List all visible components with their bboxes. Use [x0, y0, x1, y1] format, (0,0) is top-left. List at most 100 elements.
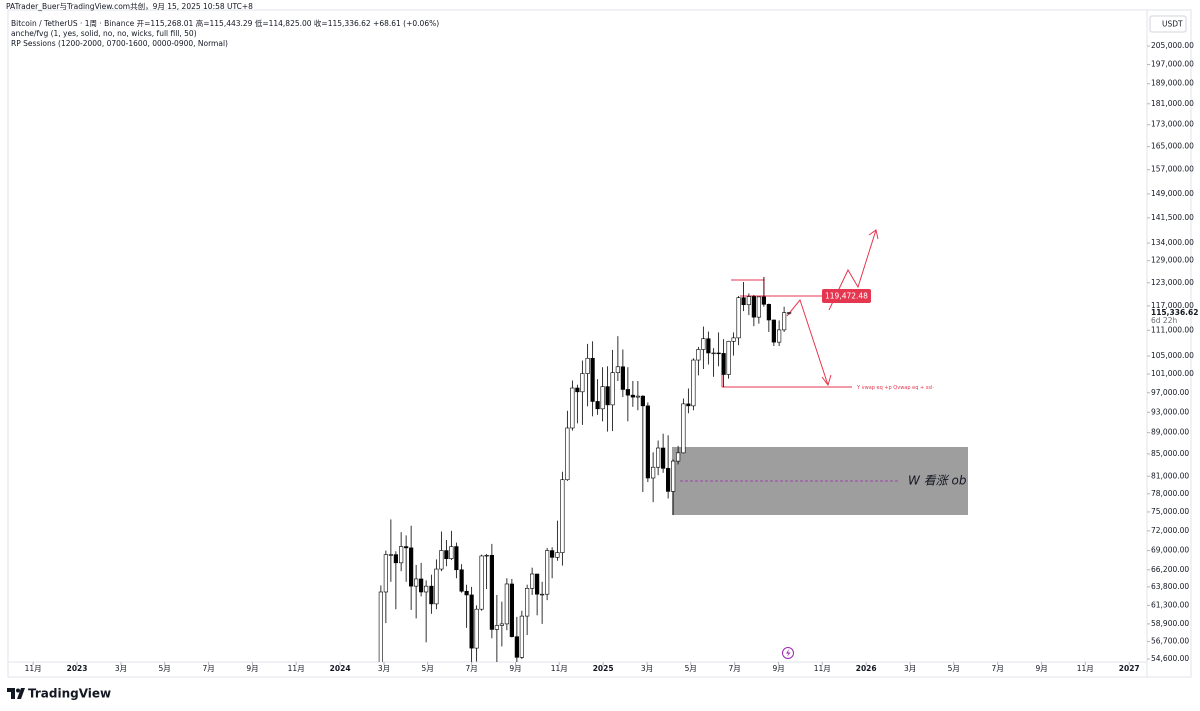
- candle-body: [399, 546, 404, 564]
- candle-body: [499, 623, 504, 626]
- x-tick-label: 7月: [729, 664, 741, 673]
- candle-body: [777, 329, 782, 343]
- x-tick-label: 5月: [948, 664, 960, 673]
- x-tick-label: 11月: [551, 664, 568, 673]
- x-tick-label: 7月: [992, 664, 1004, 673]
- y-tick-label: 181,000.00: [1151, 99, 1194, 108]
- candle-body: [535, 573, 540, 595]
- candle-body: [570, 387, 575, 429]
- currency-box[interactable]: [1149, 15, 1187, 33]
- candle-body: [540, 593, 545, 596]
- candle-body: [434, 568, 439, 605]
- candle-body: [459, 569, 464, 592]
- y-tick-label: 205,000.00: [1151, 41, 1194, 50]
- x-tick-label: 3月: [641, 664, 653, 673]
- y-tick-label: 61,300.00: [1151, 600, 1189, 609]
- x-tick-label: 2023: [67, 664, 88, 673]
- candle-body: [701, 338, 706, 350]
- candle-body: [741, 297, 746, 306]
- candle-body: [489, 554, 494, 630]
- candle-body: [706, 338, 711, 354]
- candle-body: [550, 550, 555, 558]
- candle-body: [620, 366, 625, 390]
- candle-body: [565, 427, 570, 481]
- candle-body: [615, 366, 620, 373]
- y-tick-label: 173,000.00: [1151, 120, 1194, 129]
- candle-body: [716, 352, 721, 355]
- y-tick-label: 101,000.00: [1151, 369, 1194, 378]
- candle-body: [525, 588, 530, 617]
- down-arrow: [786, 298, 829, 386]
- candle-body: [424, 585, 429, 593]
- candle-body: [711, 352, 716, 355]
- candle-body: [731, 337, 736, 342]
- candle-body: [429, 585, 434, 605]
- x-tick-label: 7月: [465, 664, 477, 673]
- y-tick-label: 69,000.00: [1151, 546, 1189, 555]
- candle-body: [454, 546, 459, 571]
- countdown: 6d 22h: [1151, 316, 1177, 325]
- candle-body: [469, 594, 474, 649]
- candle-body: [605, 386, 610, 406]
- candle-body: [560, 479, 565, 553]
- candle-body: [681, 403, 686, 454]
- logo-part: [7, 688, 15, 699]
- candle-body: [651, 466, 656, 479]
- y-tick-label: 63,800.00: [1151, 582, 1189, 591]
- candle-body: [479, 555, 484, 610]
- indicator: anche/fvg (1, yes, solid, no, no, wicks,…: [11, 29, 197, 38]
- x-tick-label: 5月: [422, 664, 434, 673]
- candle-body: [504, 583, 509, 625]
- candle-body: [630, 394, 635, 398]
- candle-body: [414, 578, 419, 587]
- level-label-box: [822, 289, 871, 303]
- candle-body: [686, 403, 691, 407]
- candle-body: [751, 296, 756, 318]
- candle-body: [721, 353, 726, 375]
- x-tick-label: 9月: [246, 664, 258, 673]
- candle-body: [514, 636, 519, 658]
- x-tick-label: 2026: [856, 664, 877, 673]
- x-tick-label: 9月: [1035, 664, 1047, 673]
- candle-body: [409, 547, 414, 587]
- candle-body: [484, 554, 489, 557]
- x-tick-label: 11月: [25, 664, 42, 673]
- y-tick-label: 54,600.00: [1151, 654, 1189, 663]
- y-tick-label: 189,000.00: [1151, 79, 1194, 88]
- candle-body: [736, 297, 741, 339]
- candle-body: [474, 608, 479, 649]
- x-tick-label: 3月: [378, 664, 390, 673]
- candle-body: [671, 460, 676, 492]
- candle-body: [464, 590, 469, 596]
- y-tick-label: 56,700.00: [1151, 637, 1189, 646]
- candle-body: [393, 554, 398, 564]
- candle-body: [696, 349, 701, 361]
- x-tick-label: 2025: [593, 664, 614, 673]
- candle-body: [585, 357, 590, 374]
- y-tick-label: 81,000.00: [1151, 471, 1189, 480]
- level-label: 119,472.48: [825, 292, 868, 301]
- candle-body: [449, 546, 454, 560]
- x-tick-label: 7月: [202, 664, 214, 673]
- frame: [7, 9, 1192, 678]
- candle-body: [404, 546, 409, 549]
- y-tick-label: 117,000.00: [1151, 301, 1194, 310]
- candle-body: [545, 550, 550, 595]
- candle-body: [761, 296, 766, 305]
- x-tick-label: 3月: [904, 664, 916, 673]
- candle-body: [645, 405, 650, 479]
- candle-body: [666, 468, 671, 492]
- y-tick-label: 75,000.00: [1151, 507, 1189, 516]
- candle-body: [726, 340, 731, 375]
- y-tick-label: 149,000.00: [1151, 189, 1194, 198]
- x-tick-label: 5月: [685, 664, 697, 673]
- candle-body: [530, 573, 535, 589]
- candle-body: [580, 373, 585, 393]
- chart-title: Bitcoin / TetherUS · 1周 · Binance 开=115,…: [11, 18, 439, 28]
- currency: USDT: [1162, 20, 1183, 29]
- candle-body: [756, 296, 761, 318]
- candle-body: [439, 550, 444, 570]
- candle-body: [676, 452, 681, 462]
- candle-body: [787, 312, 792, 314]
- y-tick-label: 97,000.00: [1151, 388, 1189, 397]
